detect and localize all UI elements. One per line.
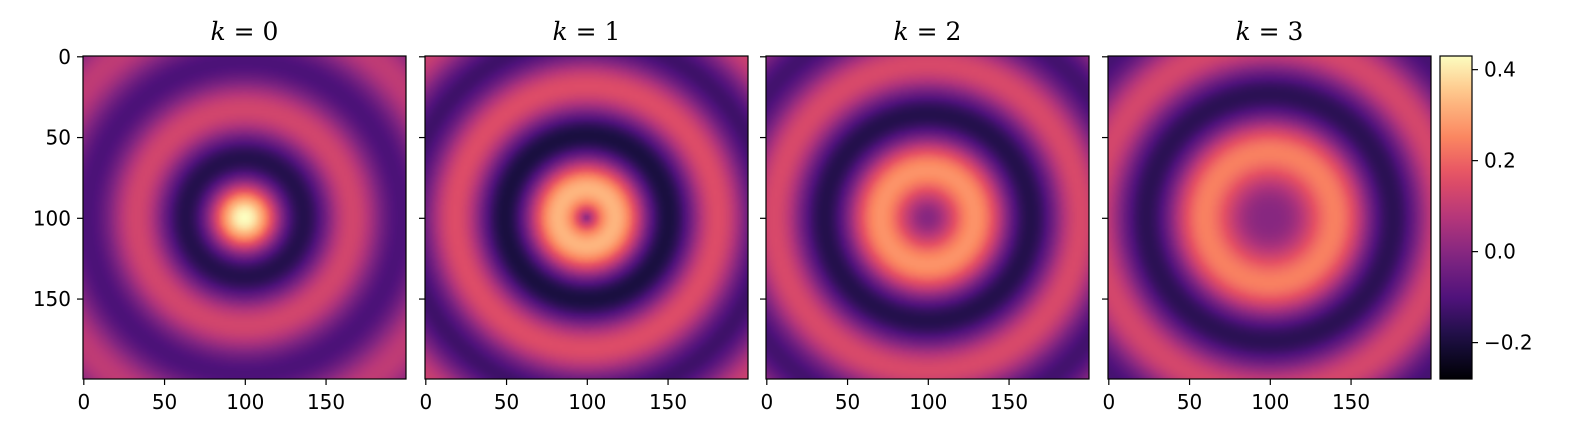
colorbar-tick-label: 0.2 <box>1484 149 1516 173</box>
panel-frame <box>1107 55 1432 380</box>
x-tick-label: 0 <box>419 390 432 414</box>
x-tick-label: 150 <box>990 390 1028 414</box>
x-tick-label: 150 <box>307 390 345 414</box>
colorbar-tick-label: 0.4 <box>1484 58 1516 82</box>
colorbar-gradient <box>1440 56 1472 379</box>
heatmap-image-k2 <box>766 56 1089 379</box>
heatmap-image-k0 <box>83 56 406 379</box>
panel-k3: k = 3 0 50 100 150 <box>1102 17 1432 414</box>
panel-title: k = 2 <box>894 17 962 46</box>
colorbar-tick-label: 0.0 <box>1484 240 1516 264</box>
panel-title: k = 0 <box>211 17 279 46</box>
y-tick-label: 50 <box>46 126 71 150</box>
panel-frame <box>765 55 1090 380</box>
x-tick-label: 150 <box>649 390 687 414</box>
x-tick-label: 100 <box>1251 390 1289 414</box>
heatmap-image-k3 <box>1108 56 1431 379</box>
x-tick-label: 50 <box>494 390 519 414</box>
panel-k1: k = 1 0 50 100 150 <box>419 17 749 414</box>
x-tick-label: 0 <box>760 390 773 414</box>
x-tick-label: 50 <box>152 390 177 414</box>
x-tick-label: 50 <box>835 390 860 414</box>
x-tick-label: 50 <box>1177 390 1202 414</box>
colorbar-tick-label: −0.2 <box>1484 331 1533 355</box>
panel-title: k = 3 <box>1236 17 1304 46</box>
panel-frame <box>82 55 407 380</box>
x-tick-label: 100 <box>568 390 606 414</box>
x-tick-label: 100 <box>909 390 947 414</box>
colorbar-frame <box>1439 55 1473 380</box>
colorbar: 0.4 0.2 0.0 −0.2 <box>1439 55 1533 380</box>
heatmap-image-k1 <box>425 56 748 379</box>
y-tick-label: 100 <box>33 206 71 230</box>
x-tick-label: 100 <box>226 390 264 414</box>
panel-frame <box>424 55 749 380</box>
y-tick-label: 0 <box>58 45 71 69</box>
x-tick-label: 0 <box>77 390 90 414</box>
panel-title: k = 1 <box>553 17 621 46</box>
y-tick-label: 150 <box>33 287 71 311</box>
x-tick-label: 150 <box>1332 390 1370 414</box>
panel-k0: k = 0 0 50 100 150 0 50 100 150 <box>33 17 407 414</box>
panel-k2: k = 2 0 50 100 150 <box>760 17 1090 414</box>
x-tick-label: 0 <box>1102 390 1115 414</box>
